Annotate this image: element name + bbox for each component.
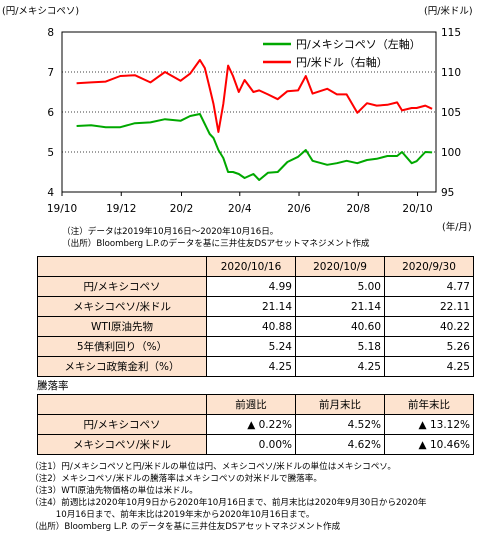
table-header-row: 前週比 前月末比 前年末比 (37, 394, 474, 415)
table-cell: 0.00% (206, 434, 296, 455)
change-rate-title: 騰落率 (37, 380, 69, 392)
y-left-tick-label: 6 (47, 107, 54, 119)
footnote: （出所）Bloomberg L.P. のデータを基に三井住友DSアセットマネジメ… (30, 522, 341, 532)
table-cell: 21.14 (295, 296, 385, 317)
y-left-tick-label: 5 (47, 147, 54, 159)
table-cell: 5.18 (295, 336, 385, 357)
y-right-tick-label: 115 (441, 27, 461, 39)
table-corner (37, 394, 207, 415)
column-header: 2020/10/16 (206, 256, 296, 277)
table-cell: 4.99 (206, 276, 296, 297)
table-row: 円/メキシコペソ 4.99 5.00 4.77 (37, 276, 474, 297)
legend-label: 円/米ドル（右軸） (296, 55, 388, 69)
column-header: 前月末比 (295, 394, 385, 415)
x-tick-label: 20/10 (402, 203, 432, 215)
series-line-jpy-mxn (76, 113, 433, 181)
y-left-tick-label: 8 (47, 27, 54, 39)
right-axis-unit: (円/米ドル) (424, 6, 473, 17)
table-cell: 5.26 (384, 336, 474, 357)
footnote: （注4）前週比は2020年10月9日から2020年10月16日まで、前月末比は2… (30, 498, 427, 508)
table-cell: 40.60 (295, 316, 385, 337)
chart-note: （注）データは2019年10月16日～2020年10月16日。 (62, 227, 279, 237)
y-right-tick-label: 95 (441, 187, 454, 199)
table-cell: 4.77 (384, 276, 474, 297)
footnote: （注1）円/メキシコペソと円/米ドルの単位は円、メキシコペソ/米ドルの単位はメキ… (30, 462, 396, 472)
footnote: （注2）メキシコペソ/米ドルの騰落率はメキシコペソの対米ドルで騰落率。 (30, 474, 322, 484)
table-cell: 22.11 (384, 296, 474, 317)
table-row: WTI原油先物 40.88 40.60 40.22 (37, 316, 474, 337)
table-cell: 4.52% (295, 414, 385, 435)
table-cell: 4.25 (384, 356, 474, 377)
x-tick-label: 19/12 (106, 203, 136, 215)
column-header: 2020/10/9 (295, 256, 385, 277)
row-label: メキシコペソ/米ドル (37, 434, 207, 455)
table-cell: ▲ 0.22% (206, 414, 296, 435)
left-axis-unit: (円/メキシコペソ) (2, 6, 80, 17)
y-right-tick-label: 110 (441, 67, 461, 79)
x-tick-label: 19/10 (47, 203, 77, 215)
table-cell: 5.24 (206, 336, 296, 357)
row-label: メキシコ政策金利（%） (37, 356, 207, 377)
x-tick-label: 20/6 (287, 203, 311, 215)
row-label: 円/メキシコペソ (37, 414, 207, 435)
x-tick-label: 20/4 (228, 203, 252, 215)
footnote: （注3）WTI原油先物価格の単位は米ドル。 (30, 486, 198, 496)
table-cell: 4.25 (295, 356, 385, 377)
table-cell: 40.22 (384, 316, 474, 337)
table-row: 円/メキシコペソ ▲ 0.22% 4.52% ▲ 13.12% (37, 414, 474, 435)
legend-label: 円/メキシコペソ（左軸） (296, 37, 421, 51)
table-cell: 5.00 (295, 276, 385, 297)
x-tick-label: 20/2 (170, 203, 194, 215)
row-label: 5年債利回り（%） (37, 336, 207, 357)
change-rate-table: 前週比 前月末比 前年末比 円/メキシコペソ ▲ 0.22% 4.52% ▲ 1… (37, 394, 474, 455)
column-header: 前年末比 (384, 394, 474, 415)
table-cell: ▲ 13.12% (384, 414, 474, 435)
table-row: メキシコペソ/米ドル 0.00% 4.62% ▲ 10.46% (37, 434, 474, 455)
series-line-jpy-usd (76, 59, 433, 133)
table-cell: 4.25 (206, 356, 296, 377)
y-right-tick-label: 105 (441, 107, 461, 119)
footnote: 10月16日まで、前年末比は2019年末から2020年10月16日まで。 (30, 510, 315, 520)
row-label: WTI原油先物 (37, 316, 207, 337)
row-label: 円/メキシコペソ (37, 276, 207, 297)
table-row: メキシコ政策金利（%） 4.25 4.25 4.25 (37, 356, 474, 377)
x-axis-unit: (年/月) (442, 222, 472, 233)
column-header: 2020/9/30 (384, 256, 474, 277)
table-header-row: 2020/10/16 2020/10/9 2020/9/30 (37, 256, 474, 277)
table-cell: 40.88 (206, 316, 296, 337)
table-row: 5年債利回り（%） 5.24 5.18 5.26 (37, 336, 474, 357)
table-row: メキシコペソ/米ドル 21.14 21.14 22.11 (37, 296, 474, 317)
market-data-table: 2020/10/16 2020/10/9 2020/9/30 円/メキシコペソ … (37, 256, 474, 377)
y-left-tick-label: 4 (47, 187, 54, 199)
table-cell: 21.14 (206, 296, 296, 317)
chart-source: （出所）Bloomberg L.P.のデータを基に三井住友DSアセットマネジメン… (62, 239, 370, 249)
table-corner (37, 256, 207, 277)
table-cell: 4.62% (295, 434, 385, 455)
column-header: 前週比 (206, 394, 296, 415)
x-tick-label: 20/8 (346, 203, 370, 215)
row-label: メキシコペソ/米ドル (37, 296, 207, 317)
y-left-tick-label: 7 (47, 67, 54, 79)
y-right-tick-label: 100 (441, 147, 461, 159)
line-chart: 8 7 6 5 4 115 110 105 100 95 19/10 19/12 20/2 20/4 20/… (47, 27, 461, 215)
table-cell: ▲ 10.46% (384, 434, 474, 455)
